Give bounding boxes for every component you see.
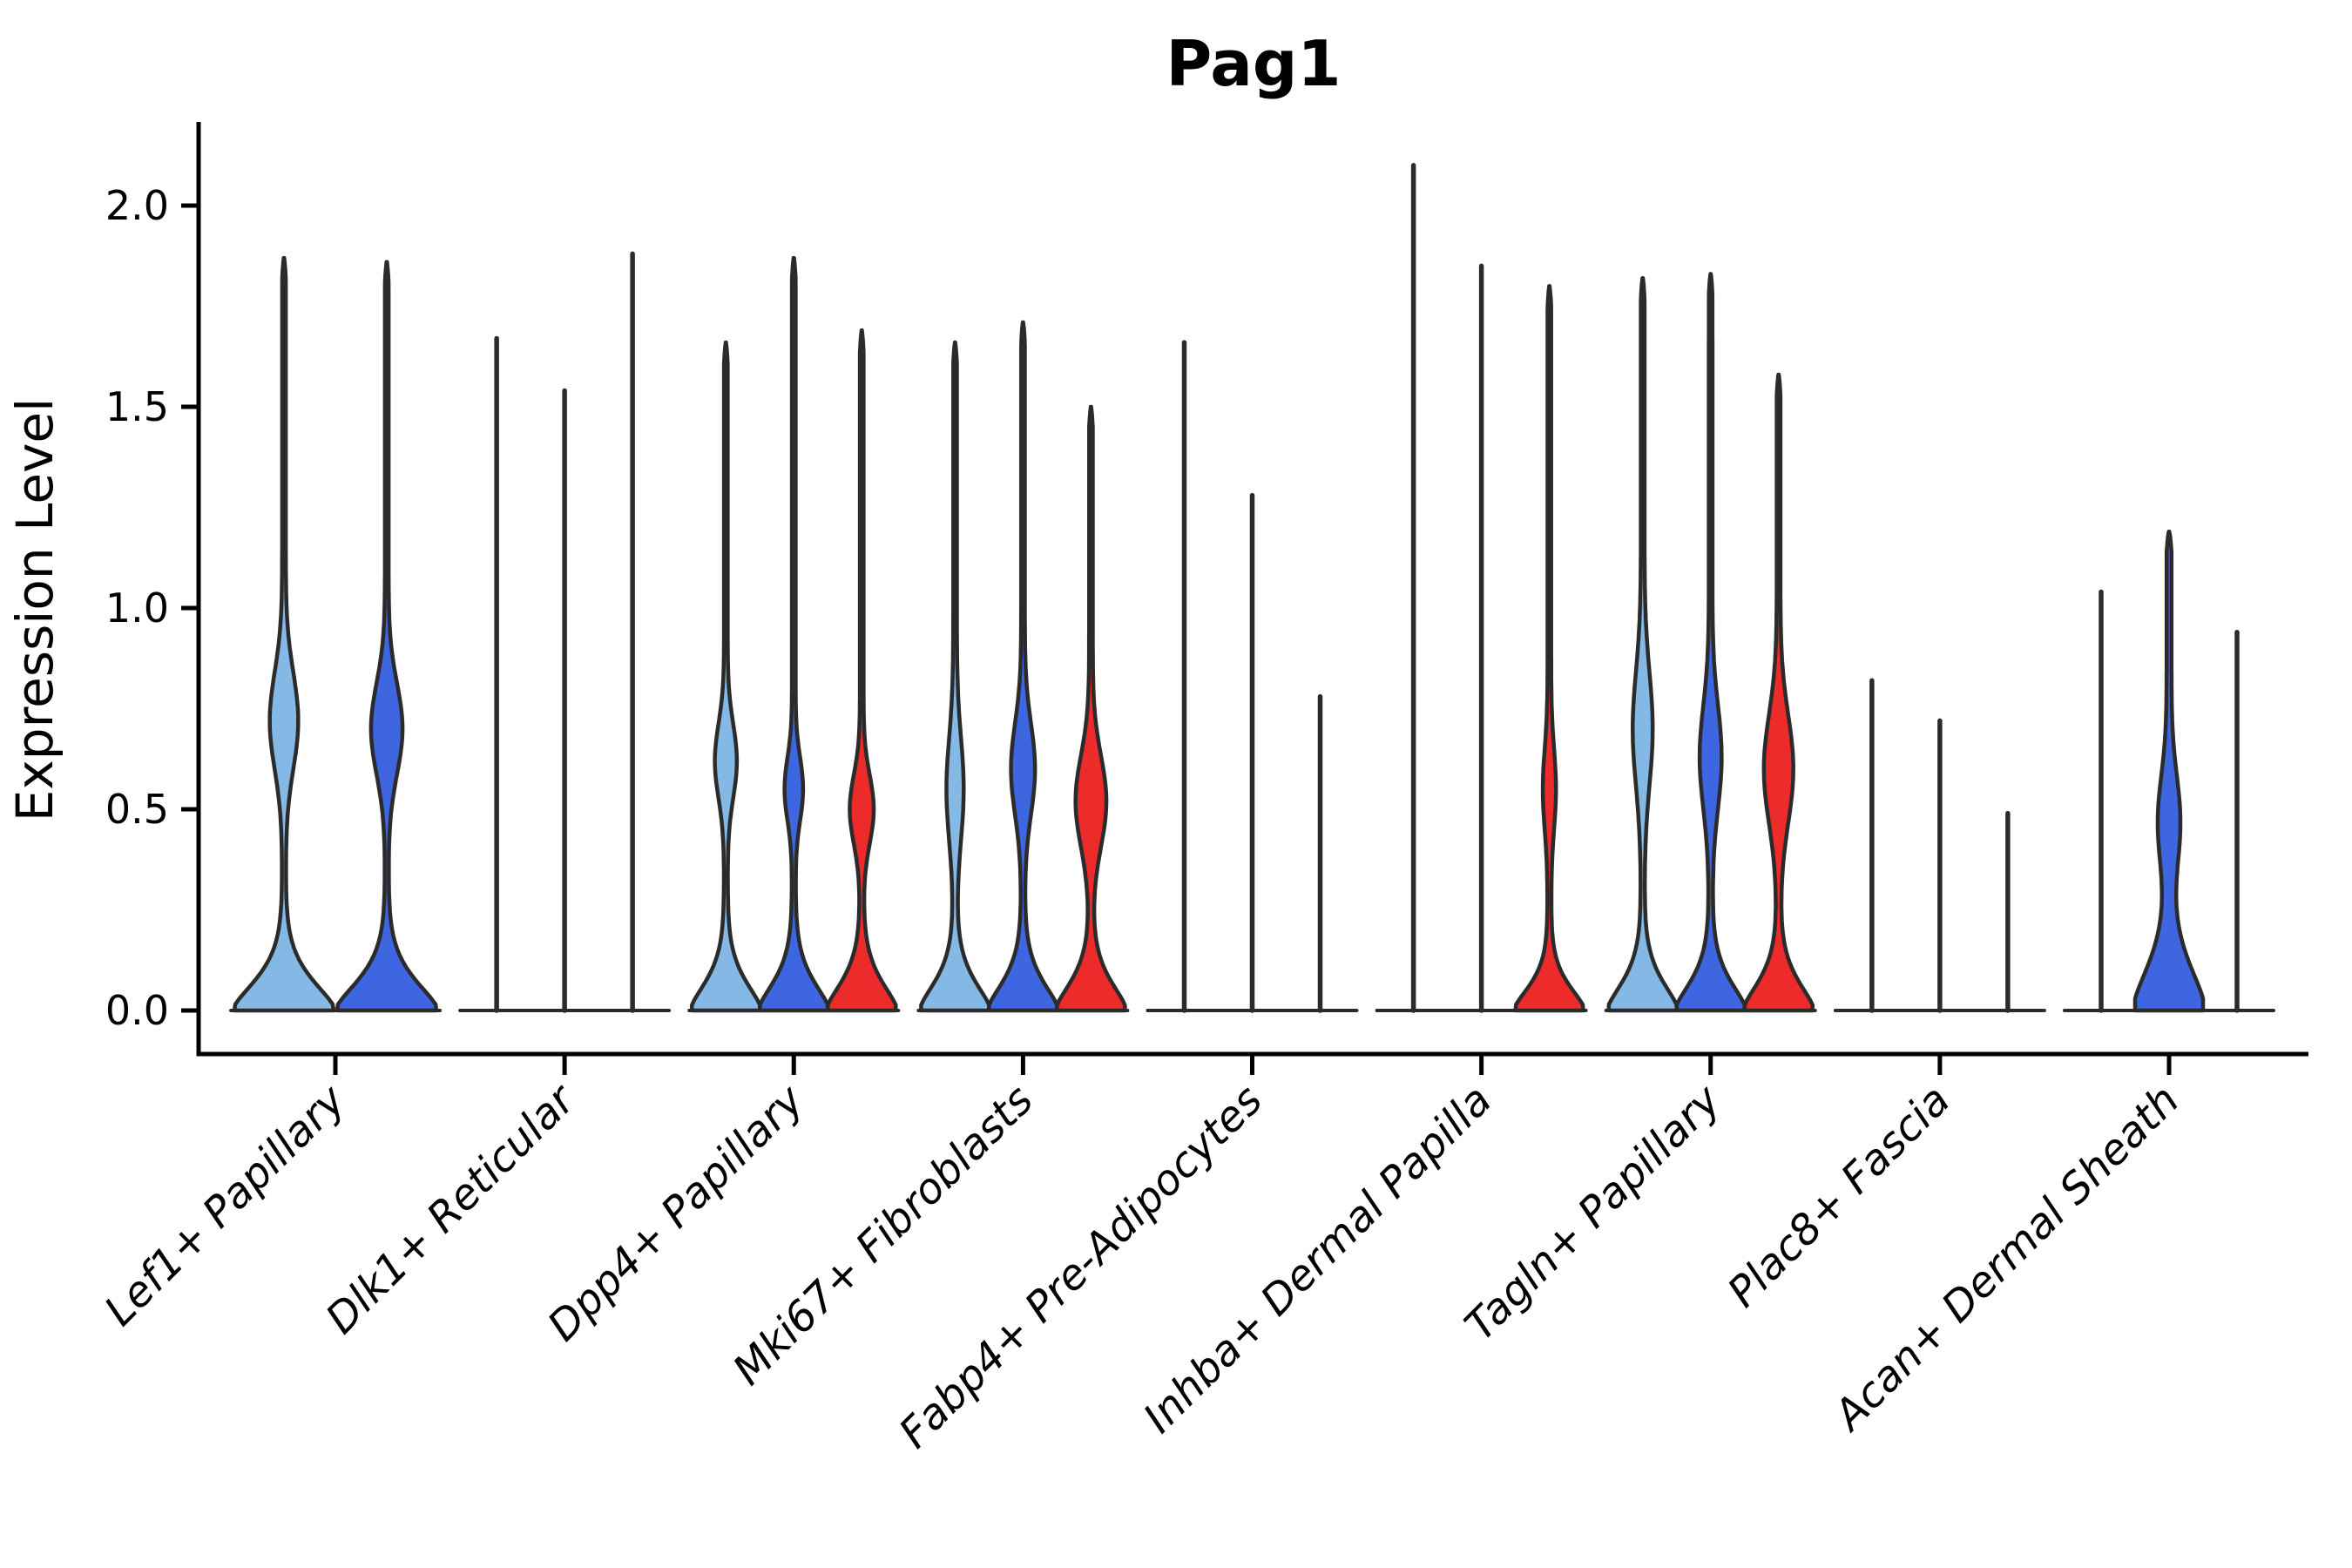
x-tick-label: Tagln+ Papillary: [1456, 1075, 1731, 1350]
violin-shape: [232, 255, 336, 1013]
violin-group-8: [1869, 678, 2011, 1013]
y-tick-label: 1.0: [105, 585, 169, 632]
x-tick-label: Dlk1+ Reticular: [316, 1074, 586, 1344]
violin-shape: [1055, 404, 1127, 1013]
x-tick-label: Lef1+ Papillary: [95, 1075, 355, 1335]
x-tick-label: Fabp4+ Pre-Adipocytes: [889, 1076, 1272, 1458]
y-tick-label: 2.0: [105, 182, 169, 229]
violin-group-5: [1181, 340, 1323, 1013]
violin-group-4: [919, 320, 1127, 1013]
violin-group-1: [232, 255, 439, 1013]
violin-group-6: [1410, 163, 1585, 1013]
violin-shape: [1606, 275, 1680, 1013]
violin-shape: [2132, 529, 2206, 1013]
violin-group-7: [1606, 272, 1815, 1013]
violin-shape: [1513, 284, 1585, 1013]
violin-group-3: [690, 255, 898, 1013]
y-axis-label: Expression Level: [5, 398, 64, 821]
violin-shape: [335, 260, 439, 1013]
violin-shape: [987, 320, 1059, 1013]
violin-group-9: [2099, 529, 2240, 1013]
violin-shape: [1674, 272, 1747, 1013]
violin-group-2: [494, 251, 635, 1013]
x-tick-label: Plac8+ Fascia: [1719, 1076, 1960, 1317]
violin-shape: [919, 340, 991, 1013]
plot-title: Pag1: [1166, 27, 1341, 100]
y-tick-label: 0.5: [105, 786, 169, 833]
y-tick-label: 0.0: [105, 987, 169, 1034]
violin-shape: [758, 255, 830, 1013]
violin-shape: [690, 340, 762, 1013]
y-tick-label: 1.5: [105, 383, 169, 430]
violin-shape: [826, 328, 898, 1013]
violin-shape: [1742, 372, 1815, 1013]
x-tick-label: Dpp4+ Papillary: [538, 1075, 814, 1350]
